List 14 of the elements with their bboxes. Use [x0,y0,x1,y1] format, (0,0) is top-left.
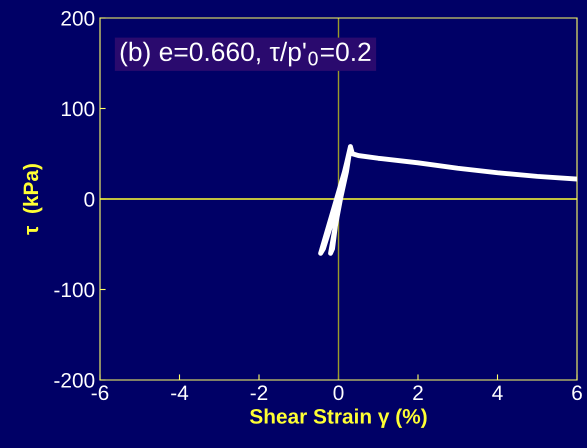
annotation: (b) e=0.660, τ/p'$_{0}$=0.2 [120,42,370,66]
x-tick-label: -4 [171,386,188,400]
line-series [318,144,577,256]
x-tick-label: 0 [334,385,344,400]
x-tick-label: -2 [250,385,268,400]
y-tick-label: 100 [62,102,94,116]
y-tick-label: -100 [54,282,94,298]
x-tick-label: 2 [413,385,423,400]
x-axis-title: Shear Strain γ (%) [250,408,427,428]
x-tick-label: 4 [492,386,503,400]
y-tick-label: 0 [84,192,94,207]
y-tick-label: 200 [61,11,94,26]
x-tick-label: 6 [572,385,582,400]
y-axis-title: τ (kPa) [22,164,42,235]
